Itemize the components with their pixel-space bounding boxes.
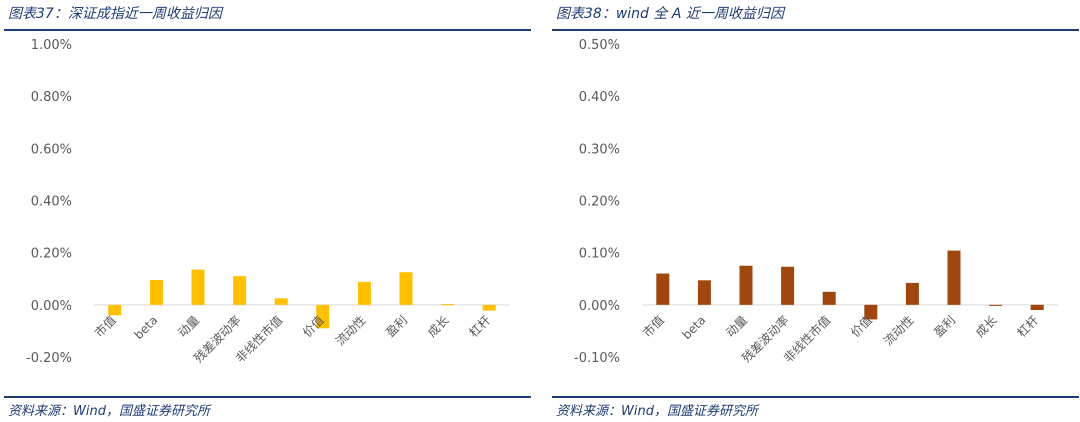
category-label: 流动性 (333, 313, 368, 348)
bar-chart-svg: -0.10% 0.00% 0.10% 0.20% 0.30% 0.40% 0.50% 市值 be… (574, 38, 1058, 366)
left-chart-panel: 图表37：深证成指近一周收益归因 -0.20% 0.00% 0.20% 0.40% 0.… (4, 0, 531, 422)
bar (233, 276, 247, 305)
y-tick-label: 0.80% (31, 90, 72, 105)
chart-source: 资料来源：Wind，国盛证券研究所 (8, 404, 210, 419)
chart-title: 图表37：深证成指近一周收益归因 (8, 6, 222, 22)
bar (656, 273, 670, 305)
category-label: 流动性 (881, 313, 916, 348)
bar (739, 265, 753, 305)
y-tick-label: 0.00% (579, 299, 620, 314)
bar (989, 304, 1003, 306)
y-tick-label: 0.40% (579, 90, 620, 105)
category-label: beta (131, 313, 160, 342)
category-label: 动量 (175, 313, 202, 340)
bar (905, 282, 919, 305)
bar (864, 304, 878, 320)
bar (947, 250, 961, 305)
y-tick-label: 0.00% (31, 299, 72, 314)
bar-chart-svg: -0.20% 0.00% 0.20% 0.40% 0.60% 0.80% 1.00% 市值 be… (26, 38, 510, 366)
category-label: 成长 (973, 313, 1000, 340)
y-tick-label: 0.40% (31, 195, 72, 210)
category-label: 盈利 (383, 313, 410, 340)
y-tick-label: 0.50% (579, 38, 620, 53)
category-label: 杠杆 (466, 312, 494, 340)
y-tick-label: -0.10% (574, 351, 620, 366)
bar (781, 266, 795, 305)
bar (482, 304, 496, 311)
bar (316, 304, 330, 329)
y-tick-label: 0.60% (31, 142, 72, 157)
bar (399, 272, 413, 305)
bar (149, 280, 163, 305)
category-label: 市值 (639, 312, 667, 340)
y-tick-label: 0.20% (31, 247, 72, 262)
y-tick-label: 1.00% (31, 38, 72, 53)
source-divider (552, 396, 1079, 398)
bar (822, 291, 836, 305)
category-label: 市值 (91, 312, 119, 340)
chart-title: 图表38：wind 全 A 近一周收益归因 (556, 6, 784, 22)
bar (1030, 304, 1044, 311)
title-divider (4, 29, 531, 31)
bar (697, 280, 711, 305)
right-chart-panel: 图表38：wind 全 A 近一周收益归因 -0.10% 0.00% 0.10% 0.… (552, 0, 1079, 422)
chart-source: 资料来源：Wind，国盛证券研究所 (556, 404, 758, 419)
category-label: 盈利 (931, 313, 958, 340)
y-tick-label: 0.30% (579, 142, 620, 157)
category-label: 动量 (723, 313, 750, 340)
y-tick-label: 0.20% (579, 195, 620, 210)
bar (274, 298, 288, 305)
bar (191, 269, 205, 305)
source-divider (4, 396, 531, 398)
bar (441, 304, 455, 306)
bar (357, 281, 371, 305)
title-divider (552, 29, 1079, 31)
category-label: beta (679, 313, 708, 342)
bar (108, 304, 122, 316)
category-label: 杠杆 (1014, 312, 1042, 340)
y-tick-label: -0.20% (26, 351, 72, 366)
y-tick-label: 0.10% (579, 247, 620, 262)
category-label: 成长 (425, 313, 452, 340)
